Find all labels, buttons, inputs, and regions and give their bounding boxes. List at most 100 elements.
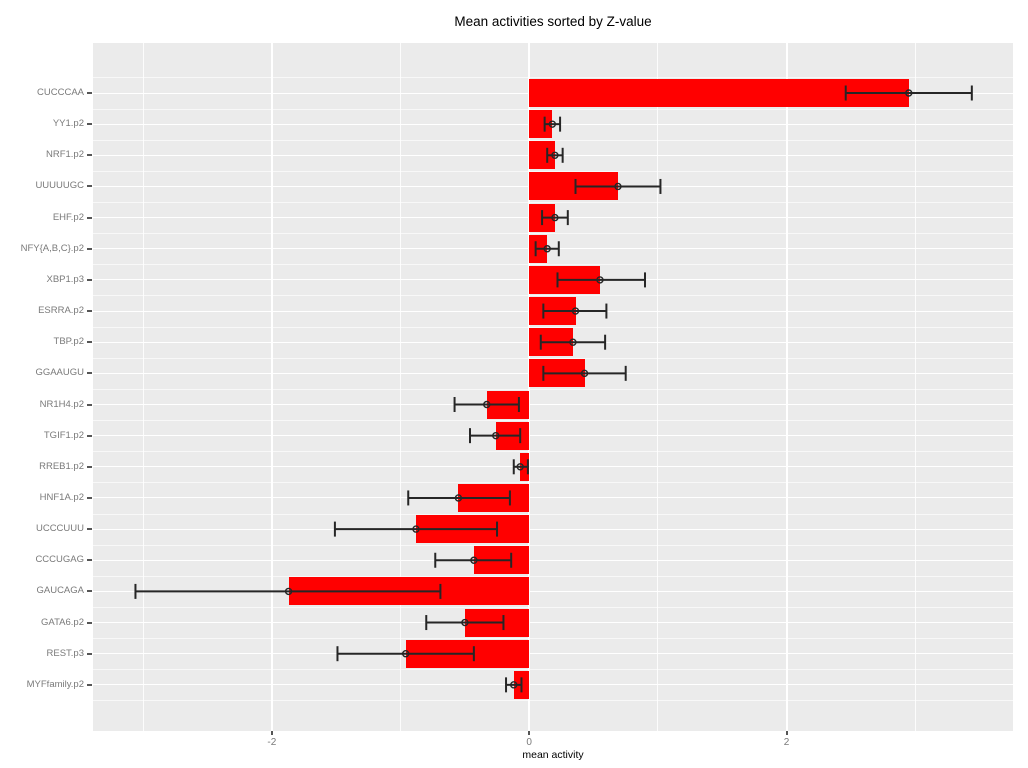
horizontal-minor-gridline bbox=[93, 700, 1013, 702]
x-tick-label: -2 bbox=[267, 737, 277, 748]
y-tick-mark bbox=[87, 528, 92, 531]
y-tick-mark bbox=[87, 559, 92, 562]
y-tick-label: UCCCUUU bbox=[35, 523, 84, 535]
y-tick-mark bbox=[87, 590, 92, 593]
horizontal-minor-gridline bbox=[93, 108, 1013, 110]
y-tick-mark bbox=[87, 372, 92, 375]
horizontal-major-gridline bbox=[93, 559, 1013, 561]
horizontal-minor-gridline bbox=[93, 326, 1013, 328]
horizontal-minor-gridline bbox=[93, 638, 1013, 640]
horizontal-minor-gridline bbox=[93, 451, 1013, 453]
point-marker bbox=[483, 400, 491, 409]
y-tick-mark bbox=[87, 341, 92, 344]
point-marker bbox=[905, 89, 913, 97]
y-tick-label: CCCUGAG bbox=[35, 554, 84, 566]
horizontal-minor-gridline bbox=[93, 139, 1013, 141]
point-marker bbox=[510, 681, 518, 689]
y-tick-mark bbox=[87, 496, 92, 499]
y-tick-label: YY1.p2 bbox=[52, 118, 84, 130]
chart-title: Mean activities sorted by Z-value bbox=[454, 14, 652, 29]
horizontal-major-gridline bbox=[93, 684, 1013, 686]
y-tick-label: TBP.p2 bbox=[53, 336, 84, 348]
y-tick-mark bbox=[87, 652, 92, 655]
point-marker bbox=[543, 245, 551, 253]
x-axis-title: mean activity bbox=[522, 749, 584, 761]
y-tick-mark bbox=[87, 216, 92, 219]
vertical-minor-gridline bbox=[914, 43, 916, 731]
y-tick-mark bbox=[87, 92, 92, 94]
vertical-minor-gridline bbox=[400, 43, 402, 731]
point-marker bbox=[548, 120, 557, 128]
y-tick-mark bbox=[87, 434, 92, 437]
point-marker bbox=[412, 525, 420, 533]
point-marker bbox=[551, 213, 559, 222]
y-tick-label: GATA6.p2 bbox=[41, 616, 84, 628]
y-tick-mark bbox=[87, 247, 92, 250]
horizontal-major-gridline bbox=[93, 435, 1013, 437]
horizontal-minor-gridline bbox=[93, 544, 1013, 546]
y-tick-label: HNF1A.p2 bbox=[39, 491, 84, 503]
y-tick-label: ESRRA.p2 bbox=[38, 305, 84, 317]
vertical-major-gridline bbox=[785, 43, 788, 731]
point-marker bbox=[596, 276, 604, 284]
y-tick-mark bbox=[87, 185, 92, 188]
y-tick-label: NFY{A,B,C}.p2 bbox=[20, 242, 84, 254]
horizontal-major-gridline bbox=[93, 466, 1013, 468]
y-tick-mark bbox=[87, 310, 92, 313]
point-marker bbox=[454, 494, 463, 502]
y-tick-label: CUCCCAA bbox=[37, 87, 84, 98]
y-tick-label: NR1H4.p2 bbox=[39, 398, 84, 410]
x-tick-label: 0 bbox=[526, 737, 532, 748]
horizontal-major-gridline bbox=[93, 653, 1013, 655]
y-tick-mark bbox=[87, 123, 92, 126]
y-tick-mark bbox=[87, 403, 92, 406]
horizontal-minor-gridline bbox=[93, 669, 1013, 671]
x-tick-mark bbox=[270, 731, 273, 735]
y-tick-mark bbox=[87, 154, 92, 157]
horizontal-minor-gridline bbox=[93, 357, 1013, 359]
horizontal-major-gridline bbox=[93, 497, 1013, 499]
y-tick-label: NRF1.p2 bbox=[45, 149, 84, 161]
point-marker bbox=[492, 431, 500, 440]
y-tick-mark bbox=[87, 465, 92, 468]
horizontal-major-gridline bbox=[93, 590, 1013, 592]
point-marker bbox=[516, 463, 524, 471]
y-tick-label: XBP1.p3 bbox=[46, 273, 85, 285]
horizontal-minor-gridline bbox=[93, 388, 1013, 390]
point-marker bbox=[470, 556, 478, 564]
y-tick-label: REST.p3 bbox=[46, 647, 85, 659]
error-bars-layer bbox=[134, 85, 973, 693]
point-marker bbox=[551, 151, 559, 160]
y-tick-mark bbox=[87, 683, 92, 686]
vertical-minor-gridline bbox=[657, 43, 659, 731]
horizontal-minor-gridline bbox=[93, 202, 1013, 204]
plot-panel bbox=[93, 43, 1013, 731]
y-tick-mark bbox=[87, 621, 92, 624]
vertical-major-gridline bbox=[270, 43, 273, 731]
y-tick-label: GAUCAGA bbox=[36, 585, 84, 597]
horizontal-minor-gridline bbox=[93, 606, 1013, 608]
horizontal-major-gridline bbox=[93, 528, 1013, 530]
y-tick-label: MYFfamily.p2 bbox=[26, 678, 84, 690]
point-marker bbox=[401, 650, 410, 658]
y-tick-mark bbox=[87, 278, 92, 281]
horizontal-major-gridline bbox=[93, 622, 1013, 624]
x-tick-mark bbox=[528, 731, 531, 735]
point-marker bbox=[569, 338, 577, 346]
x-tick-label: 2 bbox=[783, 737, 790, 748]
point-marker bbox=[284, 587, 293, 596]
horizontal-major-gridline bbox=[93, 404, 1013, 405]
point-marker bbox=[614, 182, 622, 191]
point-marker bbox=[580, 369, 589, 378]
bar bbox=[529, 110, 553, 139]
y-tick-label: UUUUUGC bbox=[35, 180, 84, 192]
horizontal-minor-gridline bbox=[93, 295, 1013, 297]
horizontal-minor-gridline bbox=[93, 575, 1013, 577]
y-tick-label: RREB1.p2 bbox=[39, 460, 84, 472]
y-tick-label: TGIF1.p2 bbox=[43, 429, 84, 441]
point-marker bbox=[461, 618, 469, 627]
vertical-minor-gridline bbox=[142, 43, 144, 731]
point-marker bbox=[571, 307, 580, 315]
horizontal-minor-gridline bbox=[93, 233, 1013, 235]
